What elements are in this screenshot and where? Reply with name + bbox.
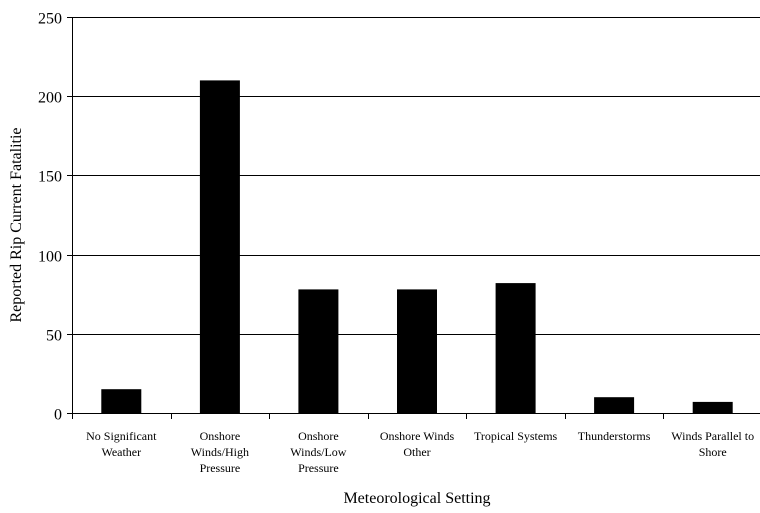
x-tick-label: No Significant Weather bbox=[86, 429, 157, 459]
y-tick-label: 100 bbox=[38, 249, 62, 266]
x-tick-label: Onshore Winds Other bbox=[380, 429, 455, 459]
bar bbox=[594, 397, 635, 413]
bars bbox=[101, 80, 733, 414]
axes bbox=[67, 17, 760, 419]
y-axis-title: Reported Rip Current Fatalitie bbox=[8, 127, 25, 322]
y-tick-label: 50 bbox=[46, 328, 62, 345]
y-tick-label: 0 bbox=[54, 407, 62, 424]
x-tick-label: Thunderstorms bbox=[578, 429, 651, 443]
bar bbox=[101, 389, 142, 413]
x-tick-label: Onshore Winds/High Pressure bbox=[191, 429, 249, 475]
y-tick-labels: 0 50 100 150 200 250 bbox=[38, 11, 62, 424]
bar bbox=[495, 283, 536, 413]
y-tick-label: 150 bbox=[38, 169, 62, 186]
bar bbox=[397, 289, 437, 413]
bar bbox=[692, 401, 733, 413]
bar bbox=[199, 80, 240, 414]
x-tick-labels: No Significant Weather Onshore Winds/High Pr… bbox=[86, 429, 754, 475]
y-tick-label: 200 bbox=[38, 90, 62, 107]
x-tick-label: Winds Parallel to Shore bbox=[671, 429, 754, 459]
bar bbox=[298, 289, 339, 413]
gridlines bbox=[72, 17, 760, 335]
x-axis-title: Meteorological Setting bbox=[343, 490, 490, 507]
y-tick-label: 250 bbox=[38, 11, 62, 28]
x-tick-label: Tropical Systems bbox=[474, 429, 558, 443]
x-tick-label: Onshore Winds/Low Pressure bbox=[290, 429, 347, 475]
